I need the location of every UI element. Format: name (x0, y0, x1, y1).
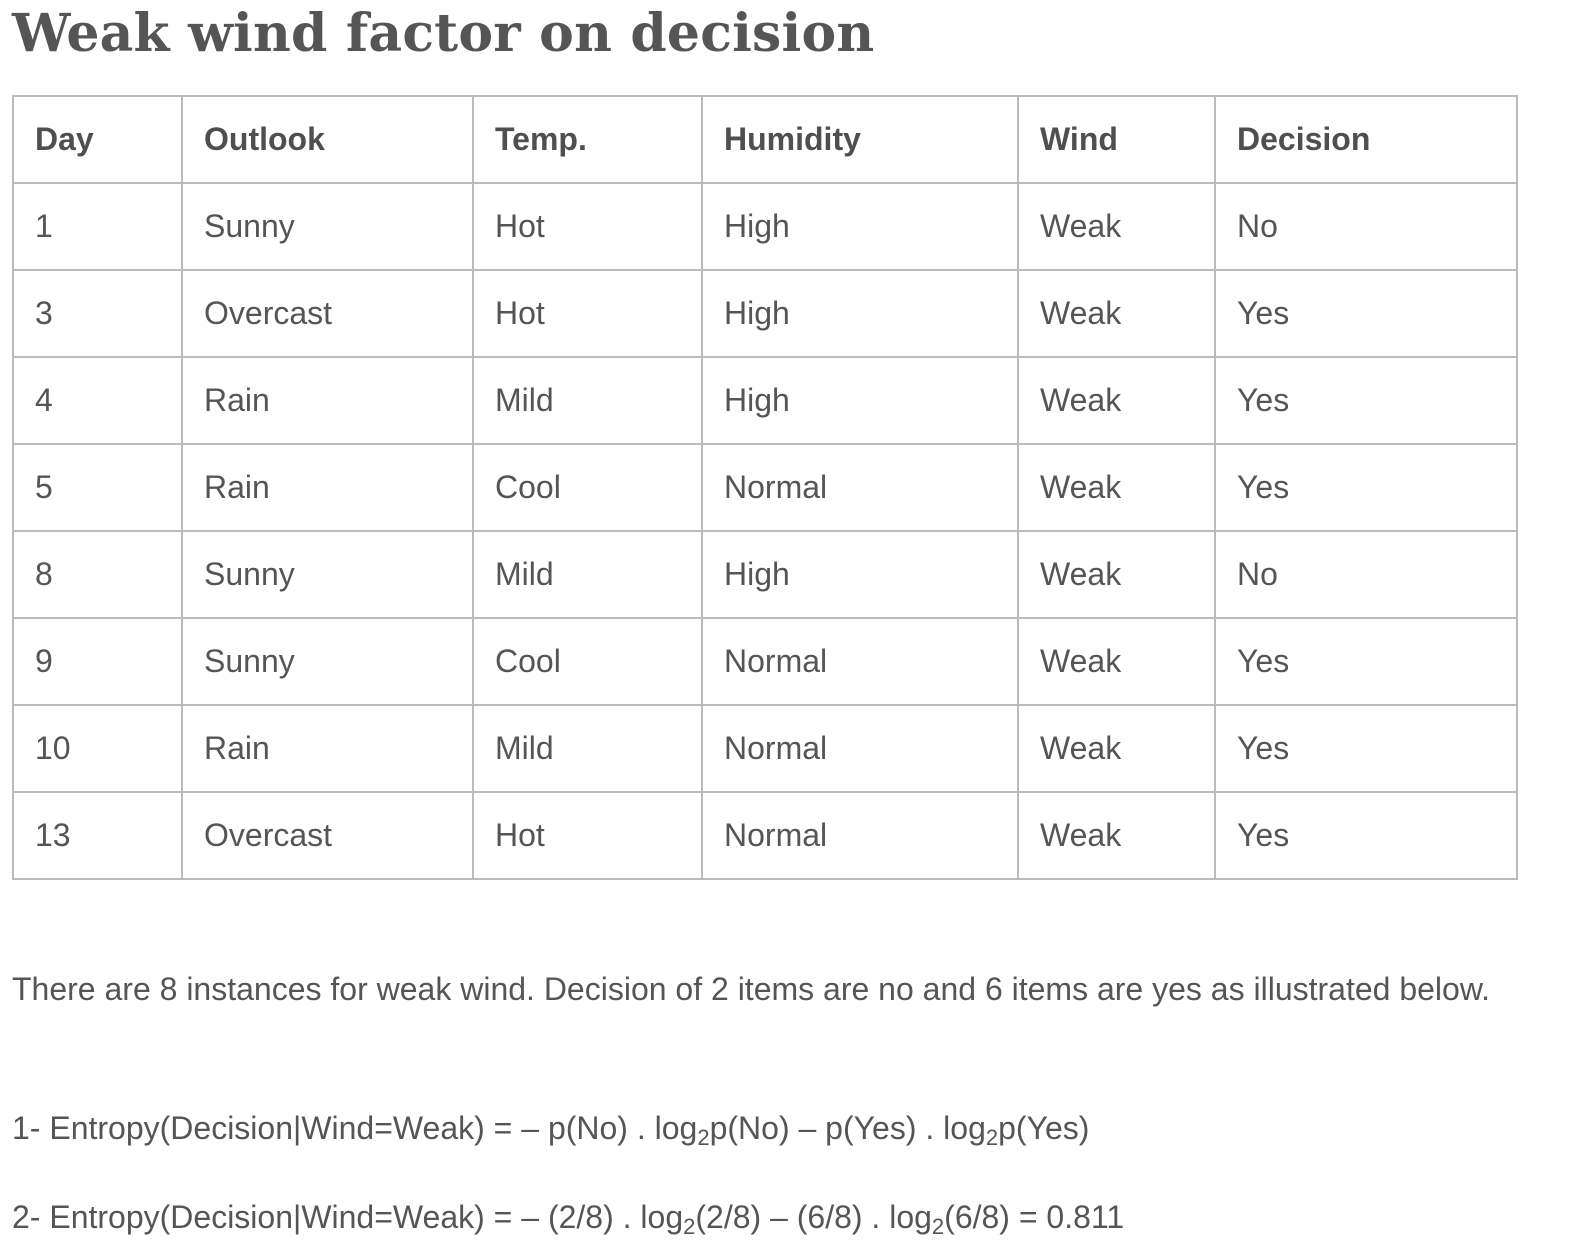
cell-day: 8 (12, 530, 183, 619)
cell-humidity: Normal (701, 443, 1019, 532)
cell-day: 5 (12, 443, 183, 532)
cell-temp: Mild (472, 704, 703, 793)
cell-temp: Hot (472, 791, 703, 880)
cell-outlook: Overcast (181, 269, 474, 358)
cell-day: 13 (12, 791, 183, 880)
table-row: 3 Overcast Hot High Weak Yes (12, 269, 1518, 358)
table-header-row: Day Outlook Temp. Humidity Wind Decision (12, 95, 1518, 184)
entropy-formula-computed: 2- Entropy(Decision|Wind=Weak) = – (2/8)… (12, 1195, 1124, 1239)
entropy-formula-general: 1- Entropy(Decision|Wind=Weak) = – p(No)… (12, 1106, 1089, 1150)
cell-day: 4 (12, 356, 183, 445)
cell-outlook: Rain (181, 704, 474, 793)
cell-humidity: Normal (701, 791, 1019, 880)
cell-temp: Hot (472, 182, 703, 271)
cell-decision: No (1214, 182, 1518, 271)
cell-humidity: High (701, 356, 1019, 445)
weak-wind-table: Day Outlook Temp. Humidity Wind Decision… (12, 95, 1518, 880)
cell-wind: Weak (1017, 530, 1216, 619)
cell-wind: Weak (1017, 617, 1216, 706)
cell-decision: Yes (1214, 704, 1518, 793)
formula2-part2: (2/8) – (6/8) . log (695, 1199, 932, 1235)
cell-wind: Weak (1017, 704, 1216, 793)
cell-outlook: Rain (181, 356, 474, 445)
cell-wind: Weak (1017, 791, 1216, 880)
cell-temp: Mild (472, 530, 703, 619)
cell-wind: Weak (1017, 443, 1216, 532)
cell-temp: Cool (472, 617, 703, 706)
cell-wind: Weak (1017, 356, 1216, 445)
cell-temp: Hot (472, 269, 703, 358)
formula1-part3: p(Yes) (998, 1110, 1090, 1146)
table-row: 5 Rain Cool Normal Weak Yes (12, 443, 1518, 532)
table-row: 10 Rain Mild Normal Weak Yes (12, 704, 1518, 793)
cell-humidity: Normal (701, 617, 1019, 706)
cell-day: 1 (12, 182, 183, 271)
cell-decision: Yes (1214, 791, 1518, 880)
formula2-log-base-1: 2 (683, 1214, 696, 1239)
formula2-part3: (6/8) = 0.811 (944, 1199, 1125, 1235)
cell-wind: Weak (1017, 269, 1216, 358)
cell-decision: Yes (1214, 356, 1518, 445)
header-outlook: Outlook (181, 95, 474, 184)
cell-decision: Yes (1214, 443, 1518, 532)
cell-decision: No (1214, 530, 1518, 619)
table-row: 9 Sunny Cool Normal Weak Yes (12, 617, 1518, 706)
cell-outlook: Sunny (181, 617, 474, 706)
explanation-paragraph: There are 8 instances for weak wind. Dec… (12, 971, 1491, 1007)
cell-outlook: Overcast (181, 791, 474, 880)
cell-outlook: Rain (181, 443, 474, 532)
cell-temp: Cool (472, 443, 703, 532)
header-day: Day (12, 95, 183, 184)
header-wind: Wind (1017, 95, 1216, 184)
cell-outlook: Sunny (181, 182, 474, 271)
cell-day: 3 (12, 269, 183, 358)
table-row: 13 Overcast Hot Normal Weak Yes (12, 791, 1518, 880)
formula1-part2: p(No) – p(Yes) . log (709, 1110, 986, 1146)
cell-wind: Weak (1017, 182, 1216, 271)
header-temp: Temp. (472, 95, 703, 184)
cell-humidity: High (701, 530, 1019, 619)
cell-humidity: Normal (701, 704, 1019, 793)
cell-decision: Yes (1214, 617, 1518, 706)
formula1-part1: 1- Entropy(Decision|Wind=Weak) = – p(No)… (12, 1110, 698, 1146)
formula1-log-base-1: 2 (697, 1125, 710, 1150)
cell-decision: Yes (1214, 269, 1518, 358)
cell-humidity: High (701, 182, 1019, 271)
cell-humidity: High (701, 269, 1019, 358)
cell-day: 10 (12, 704, 183, 793)
cell-day: 9 (12, 617, 183, 706)
cell-temp: Mild (472, 356, 703, 445)
formula2-part1: 2- Entropy(Decision|Wind=Weak) = – (2/8)… (12, 1199, 684, 1235)
header-decision: Decision (1214, 95, 1518, 184)
table-row: 8 Sunny Mild High Weak No (12, 530, 1518, 619)
table-row: 1 Sunny Hot High Weak No (12, 182, 1518, 271)
cell-outlook: Sunny (181, 530, 474, 619)
header-humidity: Humidity (701, 95, 1019, 184)
page-title: Weak wind factor on decision (12, 3, 875, 64)
formula2-log-base-2: 2 (931, 1214, 945, 1239)
formula1-log-base-2: 2 (985, 1125, 999, 1150)
table-row: 4 Rain Mild High Weak Yes (12, 356, 1518, 445)
